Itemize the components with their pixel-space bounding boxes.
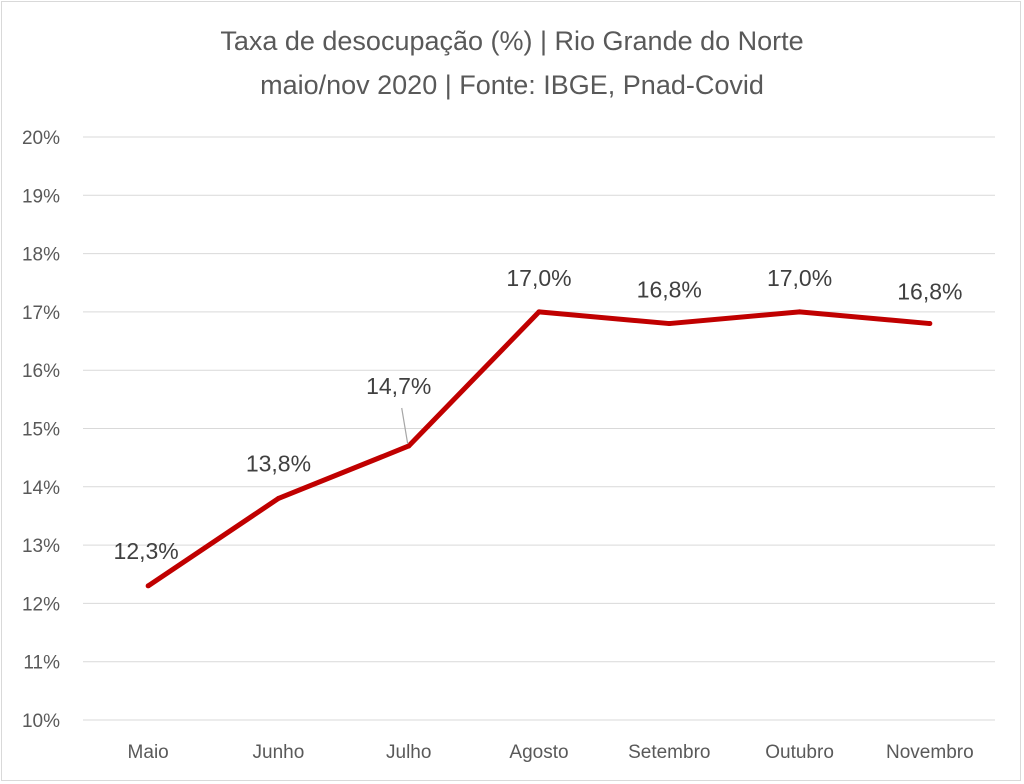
x-tick-label: Maio (128, 742, 169, 763)
leader-line (401, 407, 409, 445)
data-point (406, 443, 412, 449)
data-label: 16,8% (897, 279, 962, 305)
data-label: 12,3% (114, 538, 179, 564)
data-point (275, 495, 281, 501)
x-tick-label: Agosto (509, 742, 568, 763)
data-point (536, 309, 542, 315)
data-label: 13,8% (246, 450, 311, 476)
data-label: 17,0% (506, 265, 571, 291)
y-tick-label: 20% (22, 128, 60, 149)
data-point (145, 583, 151, 589)
y-tick-label: 10% (22, 711, 60, 732)
y-tick-label: 18% (22, 245, 60, 266)
x-tick-label: Junho (253, 742, 305, 763)
x-tick-label: Setembro (628, 742, 710, 763)
y-tick-label: 16% (22, 361, 60, 382)
data-point (666, 321, 672, 327)
chart-title: Taxa de desocupação (%) | Rio Grande do … (220, 26, 804, 56)
y-tick-label: 12% (22, 594, 60, 615)
x-tick-label: Julho (386, 742, 431, 763)
y-tick-label: 17% (22, 303, 60, 324)
x-tick-label: Outubro (765, 742, 834, 763)
data-point (927, 321, 933, 327)
y-tick-label: 14% (22, 478, 60, 499)
y-tick-label: 15% (22, 420, 60, 441)
data-label: 14,7% (366, 373, 431, 399)
y-tick-label: 11% (23, 653, 60, 674)
y-tick-label: 13% (22, 536, 60, 557)
data-point (797, 309, 803, 315)
data-label: 16,8% (637, 277, 702, 303)
x-tick-label: Novembro (886, 742, 974, 763)
data-label: 17,0% (767, 265, 832, 291)
chart-subtitle: maio/nov 2020 | Fonte: IBGE, Pnad-Covid (260, 70, 764, 100)
y-tick-label: 19% (22, 186, 60, 207)
